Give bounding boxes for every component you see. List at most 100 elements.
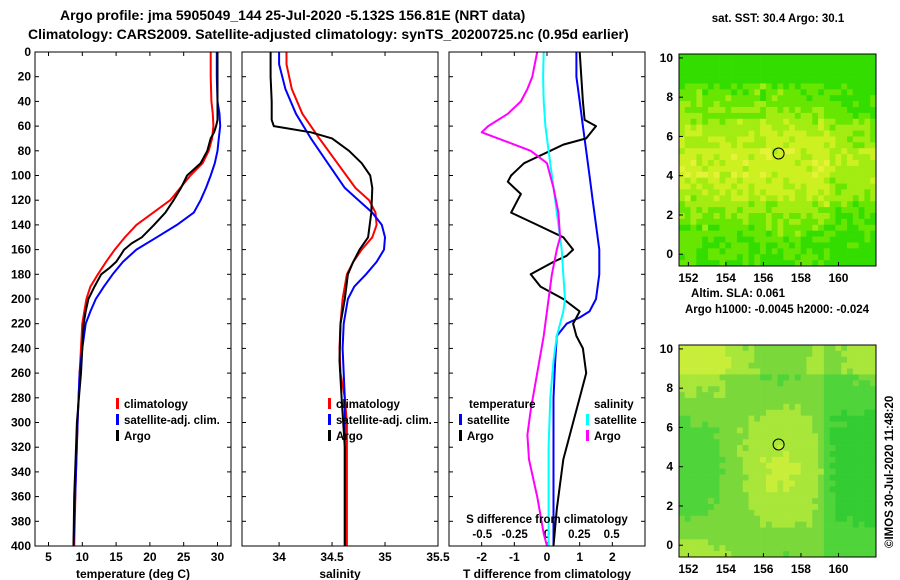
map-cell <box>690 533 697 540</box>
map-cell <box>725 77 732 84</box>
map-cell <box>748 142 755 149</box>
map-cell <box>754 112 761 120</box>
map-cell <box>783 101 790 108</box>
map-cell <box>771 124 778 131</box>
map-cell <box>806 427 813 434</box>
map-cell <box>864 345 871 352</box>
map-cell <box>690 236 697 243</box>
map-cell <box>806 345 813 352</box>
map-cell <box>696 165 703 173</box>
map-cell <box>684 486 691 493</box>
map-cell <box>765 136 772 143</box>
map-cell <box>806 171 813 178</box>
map-cell <box>783 398 790 405</box>
series-t-argo <box>506 51 597 547</box>
map-cell <box>777 403 784 411</box>
map-cell <box>841 551 848 558</box>
map-cell <box>829 521 836 528</box>
title-line-1: Argo profile: jma 5905049_144 25-Jul-202… <box>60 7 525 23</box>
map-cell <box>864 83 871 90</box>
map-cell <box>864 462 871 469</box>
legend-temperature-heading: temperature <box>469 399 535 411</box>
map-cell <box>690 177 697 184</box>
map-cell <box>742 118 749 125</box>
map-cell <box>707 456 715 464</box>
map-cell <box>783 195 790 202</box>
map-cell <box>823 165 830 173</box>
map-cell <box>690 77 697 84</box>
map-cell <box>847 160 854 167</box>
map-cell <box>725 236 732 243</box>
map-cell <box>771 248 778 255</box>
map-cell <box>847 445 854 452</box>
map-cell <box>864 545 871 552</box>
map-cell <box>789 462 796 469</box>
legend-satellite-adj: satellite-adj. clim. <box>336 415 432 427</box>
xtick-top-label: 0 <box>544 529 550 541</box>
map-cell <box>725 118 732 125</box>
map-cell <box>841 527 848 534</box>
map-cell <box>847 433 854 440</box>
map-cell <box>835 136 842 143</box>
map-cell <box>736 260 744 267</box>
map-cell <box>702 527 709 534</box>
map-cell <box>684 101 691 108</box>
map-cell <box>684 409 691 416</box>
map-cell <box>736 545 744 552</box>
map-cell <box>702 142 709 149</box>
map-cell <box>806 545 813 552</box>
map-cell <box>754 83 761 90</box>
map-cell <box>742 380 749 387</box>
map-cell <box>684 254 691 261</box>
map-cell <box>864 148 871 155</box>
map-cell <box>835 124 842 131</box>
map-cell <box>748 498 755 505</box>
map-cell <box>713 403 720 411</box>
map-cell <box>765 230 772 237</box>
map-cell <box>841 207 848 214</box>
map-cell <box>719 439 726 446</box>
map-cell <box>858 474 865 481</box>
map-cell <box>870 392 877 399</box>
ytick-label: 380 <box>11 514 31 528</box>
map-cell <box>835 474 842 481</box>
map-cell <box>765 95 772 102</box>
map-cell <box>690 368 697 375</box>
map-cell <box>736 54 744 61</box>
map-cell <box>719 398 726 405</box>
map-cell <box>760 254 767 261</box>
map-cell <box>777 462 784 469</box>
map-cell <box>679 527 686 534</box>
map-cell <box>679 242 686 249</box>
map-cell <box>765 480 772 487</box>
map-cell <box>858 71 865 78</box>
map-cell <box>852 71 859 78</box>
map-cell <box>829 142 836 149</box>
map-cell <box>852 218 859 226</box>
map-cell <box>829 386 836 393</box>
map-cell <box>748 415 755 422</box>
xtick-label: 1 <box>576 550 583 564</box>
map-cell <box>852 89 859 96</box>
map-cell <box>690 398 697 405</box>
map-cell <box>719 468 726 475</box>
map-cell <box>806 160 813 167</box>
map-cell <box>736 130 744 137</box>
map-cell <box>748 218 755 226</box>
map-cell <box>760 445 767 452</box>
map-cell <box>702 392 709 399</box>
map-cell <box>731 551 738 558</box>
map-cell <box>713 213 720 220</box>
map-cell <box>742 195 749 202</box>
map-cell <box>841 474 848 481</box>
map-cell <box>789 189 796 196</box>
map-cell <box>847 474 854 481</box>
map-cell <box>684 189 691 196</box>
map-cell <box>748 433 755 440</box>
map-cell <box>800 462 807 469</box>
map-cell <box>818 124 825 131</box>
map-cell <box>760 492 767 499</box>
map-cell <box>725 468 732 475</box>
map-cell <box>696 218 703 226</box>
map-cell <box>783 451 790 458</box>
